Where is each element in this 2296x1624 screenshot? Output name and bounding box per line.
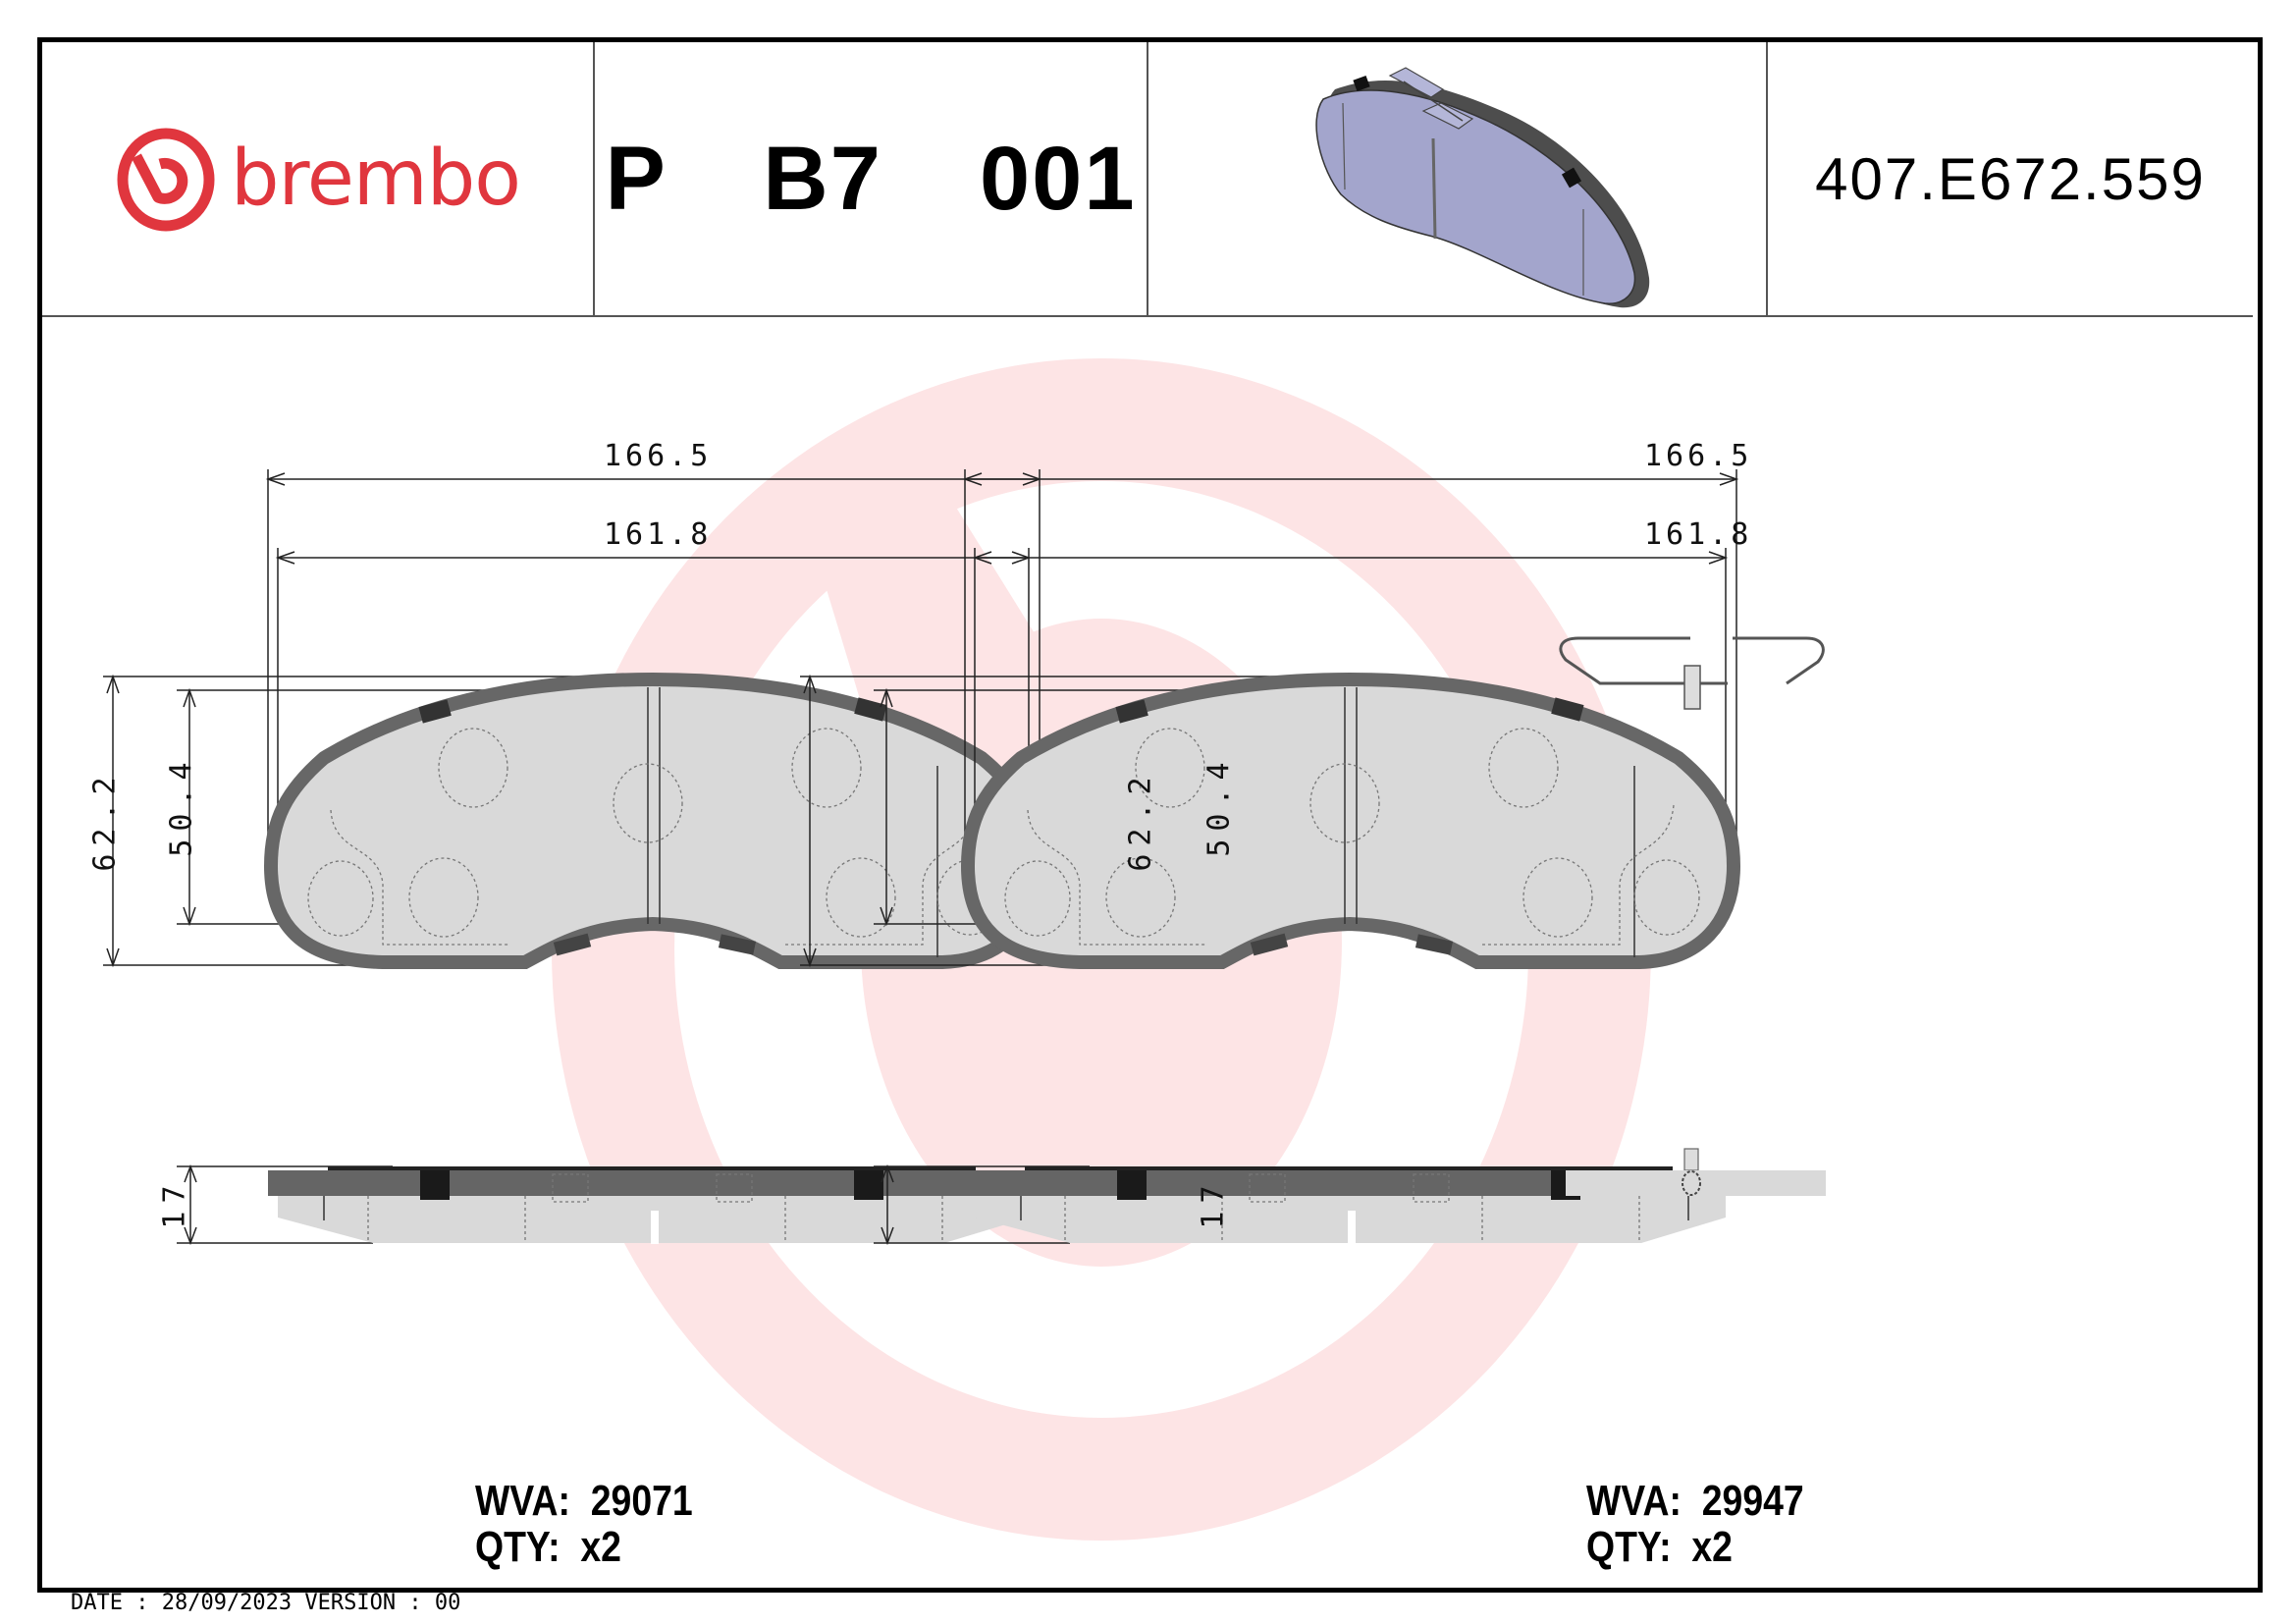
part-code-cell: P B7 001 <box>595 42 1147 315</box>
right-thickness-label: 17 <box>1196 1177 1231 1229</box>
reference-code-cell: 407.E672.559 <box>1768 42 2253 315</box>
left-pad-front-view <box>103 469 1040 965</box>
header-divider-2 <box>1147 42 1148 315</box>
left-wva-line: WVA: 29071 <box>475 1477 693 1526</box>
wva-label: WVA: <box>475 1477 570 1525</box>
date-version-footer: DATE : 28/09/2023 VERSION : 00 <box>71 1591 461 1615</box>
left-overall-height-label: 62.2 <box>87 769 123 872</box>
qty-label: QTY: <box>475 1523 561 1571</box>
qty-label: QTY: <box>1586 1523 1672 1571</box>
header-divider-1 <box>593 42 595 315</box>
wva-number: 29947 <box>1701 1477 1804 1525</box>
right-qty-line: QTY: x2 <box>1586 1523 1733 1572</box>
right-overall-height-label: 62.2 <box>1123 769 1158 872</box>
right-friction-height-label: 50.4 <box>1201 754 1237 857</box>
spring-clip-icon <box>1559 636 1825 710</box>
wva-number: 29071 <box>590 1477 693 1525</box>
left-overall-width-label: 166.5 <box>604 439 713 473</box>
brembo-logo-icon <box>117 128 215 232</box>
wva-label: WVA: <box>1586 1477 1682 1525</box>
part-code: P B7 001 <box>605 128 1137 229</box>
thumbnail-cell <box>1148 42 1766 315</box>
right-friction-width-label: 161.8 <box>1644 517 1753 552</box>
reference-code: 407.E672.559 <box>1815 145 2206 212</box>
brand-logo: brembo <box>42 42 593 315</box>
qty-value: x2 <box>580 1523 621 1571</box>
left-thickness-label: 17 <box>157 1177 192 1229</box>
header-divider-3 <box>1766 42 1768 315</box>
right-wva-line: WVA: 29947 <box>1586 1477 1804 1526</box>
left-pad-side-view <box>176 1165 1041 1245</box>
drawing-frame <box>37 37 2263 1593</box>
brand-name: brembo <box>230 135 521 223</box>
qty-value: x2 <box>1691 1523 1733 1571</box>
left-friction-width-label: 161.8 <box>604 517 713 552</box>
header-divider-bottom <box>42 315 2253 317</box>
right-side-clip <box>1566 1148 1826 1196</box>
left-friction-height-label: 50.4 <box>164 754 199 857</box>
right-overall-width-label: 166.5 <box>1644 439 1753 473</box>
brake-pad-3d-thumbnail <box>1315 67 1650 308</box>
left-qty-line: QTY: x2 <box>475 1523 621 1572</box>
